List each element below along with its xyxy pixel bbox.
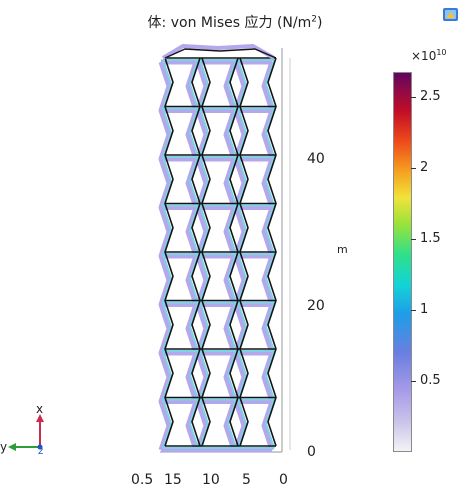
colorbar-tick [411, 239, 416, 240]
plot-title: 体: von Mises 应力 (N/m2) [0, 12, 470, 32]
colorbar-tick [411, 97, 416, 98]
lattice-cap [164, 48, 277, 59]
lattice-cap [161, 44, 275, 60]
colorbar-label-2: 2 [420, 160, 429, 175]
colorbar-multiplier: ×1010 [411, 48, 447, 63]
svg-text:x: x [36, 402, 43, 416]
plot-title-exponent: 2 [311, 14, 317, 25]
colorbar-label-1-5: 1.5 [420, 231, 441, 246]
z-tick-20: 20 [307, 298, 325, 314]
z-tick-0: 0 [307, 444, 316, 460]
svg-text:z: z [38, 446, 43, 457]
svg-text:y: y [0, 440, 7, 454]
x-tick-5: 5 [242, 472, 251, 488]
lattice-structure [158, 44, 277, 453]
colorbar-tick [411, 168, 416, 169]
x-tick-0-5: 0.5 [131, 472, 154, 488]
plot-title-suffix: ) [316, 15, 323, 31]
colorbar-label-0-5: 0.5 [420, 373, 441, 388]
colorbar [393, 72, 412, 452]
colorbar-tick [411, 310, 416, 311]
x-tick-10: 10 [202, 472, 220, 488]
z-tick-40: 40 [307, 151, 325, 167]
z-axis-unit: m [337, 243, 348, 256]
plot-settings-icon[interactable] [442, 6, 460, 24]
axis-triad: x y z [0, 402, 44, 457]
colorbar-label-2-5: 2.5 [420, 89, 441, 104]
plot-title-text: 体: von Mises 应力 (N/m [147, 15, 312, 31]
x-tick-0: 0 [279, 472, 288, 488]
colorbar-label-1: 1 [420, 302, 429, 317]
colorbar-tick [411, 381, 416, 382]
x-tick-15: 15 [164, 472, 182, 488]
